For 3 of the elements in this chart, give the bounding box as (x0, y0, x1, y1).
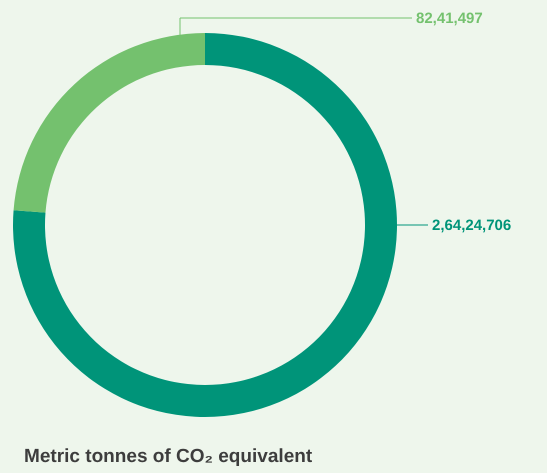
text: Metric tonnes of CO₂ equivalent (24, 446, 313, 467)
data-label: 2,64,24,706 (432, 217, 512, 234)
data-label: 82,41,497 (416, 10, 483, 27)
